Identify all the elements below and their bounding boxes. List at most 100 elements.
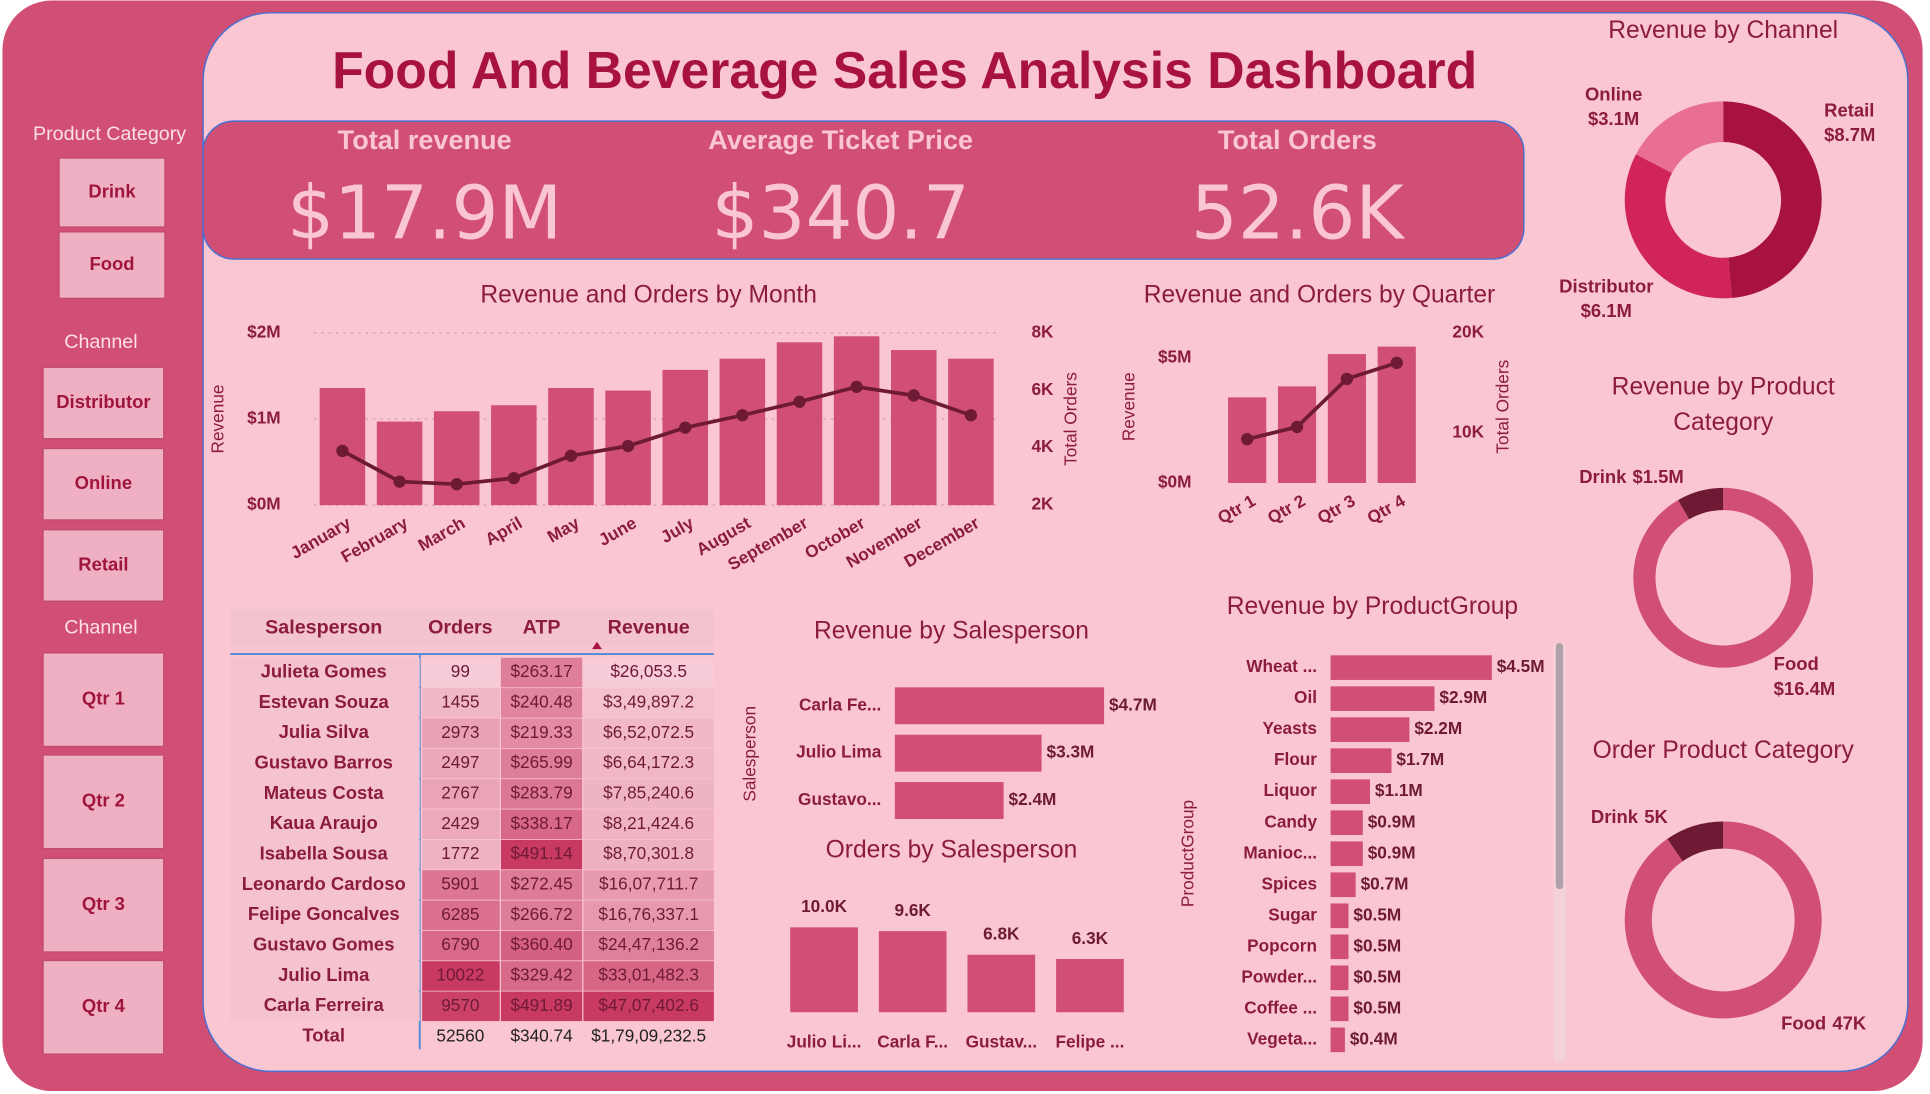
slicer-button[interactable]	[42, 652, 165, 748]
slicer-button[interactable]	[42, 857, 165, 953]
table-cell: $338.17	[510, 813, 572, 833]
data-label: $1.1M	[1375, 780, 1423, 800]
bar	[1330, 903, 1349, 929]
table-cell-bg	[500, 779, 583, 809]
slicer-title: Channel	[64, 331, 137, 353]
table-name: Julia Silva	[279, 721, 370, 742]
table-cell: $7,85,240.6	[603, 782, 694, 802]
donut-label-value: $16.4M	[1774, 678, 1836, 699]
table-header-bg	[230, 609, 714, 647]
table-cell-bg	[583, 991, 714, 1022]
slicer-button[interactable]	[58, 231, 166, 299]
kpi-label: Average Ticket Price	[708, 124, 973, 155]
chart-title: Revenue by ProductGroup	[1227, 593, 1518, 620]
donut-label-category: Drink	[1579, 466, 1627, 487]
table-cell-bg	[583, 930, 714, 961]
donut-label-value: $6.1M	[1581, 300, 1632, 321]
table-cell-bg	[583, 839, 714, 870]
slicer-button-label[interactable]: Online	[75, 472, 132, 493]
table-cell-bg	[230, 748, 420, 779]
table-cell: $283.79	[510, 782, 572, 802]
y-tick-label: Flour	[1274, 749, 1317, 769]
slicer-button-label[interactable]: Qtr 1	[82, 688, 125, 709]
x-tick-label: Felipe ...	[1055, 1032, 1124, 1052]
slicer-button[interactable]	[42, 366, 165, 440]
y-axis-title: Revenue	[1118, 372, 1138, 441]
bar	[1330, 686, 1435, 711]
table-cell-bg	[422, 991, 500, 1022]
table-cell-bg	[422, 779, 500, 809]
y-tick-label: $2M	[247, 321, 281, 341]
bar	[1377, 346, 1416, 483]
slicer-button[interactable]	[42, 959, 165, 1055]
slicer-button-label[interactable]: Qtr 3	[82, 893, 125, 914]
slicer-button-label[interactable]: Drink	[88, 180, 136, 201]
bar	[1330, 779, 1370, 805]
table-total: Total	[302, 1025, 345, 1046]
table-cell-bg	[422, 930, 500, 961]
table-cell: $219.33	[510, 722, 572, 742]
table-cell-bg	[422, 870, 500, 900]
donut-slice	[1723, 101, 1822, 298]
table-cell: $265.99	[510, 752, 572, 772]
donut-label: Food $16.4M	[1774, 653, 1836, 699]
table-cell-bg	[583, 748, 714, 779]
y2-tick-label: 8K	[1031, 321, 1054, 341]
table-cell-bg	[583, 779, 714, 809]
slicer-button-label[interactable]: Qtr 4	[82, 995, 126, 1016]
y-tick-label: $1M	[247, 408, 281, 428]
line	[1246, 361, 1398, 441]
slicer-button-label[interactable]: Retail	[78, 553, 128, 574]
data-label: 10.0K	[801, 896, 848, 916]
table-cell-bg	[500, 839, 583, 870]
bar	[1330, 810, 1363, 836]
y-tick-label: Coffee ...	[1244, 997, 1317, 1017]
donut-label: Distributor $6.1M	[1559, 275, 1653, 321]
table-total: $340.74	[510, 1025, 573, 1045]
table-cell-bg	[500, 930, 583, 961]
table-cell-bg	[583, 718, 714, 749]
bar	[1330, 872, 1356, 898]
line-point	[1340, 372, 1354, 386]
y-tick-label: Popcorn	[1247, 935, 1317, 955]
bar	[967, 954, 1036, 1013]
table-cell: $8,70,301.8	[603, 843, 694, 863]
bar	[1330, 965, 1349, 991]
slicer-button[interactable]	[42, 529, 165, 602]
donut-slice	[1635, 101, 1724, 174]
kpi-value: $340.7	[711, 170, 969, 256]
slicer-button[interactable]	[42, 447, 165, 521]
bar	[894, 687, 1105, 725]
donut-slice	[1624, 154, 1732, 299]
donut-label-value: 5K	[1644, 806, 1668, 827]
table-name: Leonardo Cardoso	[242, 873, 406, 894]
slicer-button-label[interactable]: Food	[89, 253, 134, 274]
table-header: Revenue	[608, 616, 690, 638]
table-cell-bg	[230, 657, 420, 688]
table-cell: 99	[451, 661, 470, 681]
slicer-button-label[interactable]: Distributor	[56, 391, 150, 412]
kpi-value: 52.6K	[1191, 170, 1405, 256]
table-total: $1,79,09,232.5	[591, 1025, 706, 1045]
table-cell-bg	[583, 688, 714, 718]
table-name: Gustavo Barros	[254, 751, 392, 772]
slicer-button-label[interactable]: Qtr 2	[82, 790, 125, 811]
table-cell-bg	[422, 688, 500, 718]
y-tick-label: Vegeta...	[1247, 1028, 1317, 1048]
table-cell: 2429	[441, 813, 479, 833]
slicer-button[interactable]	[58, 157, 166, 228]
slicer-button[interactable]	[42, 754, 165, 850]
table-cell-bg	[230, 718, 420, 749]
table-name: Isabella Sousa	[260, 842, 389, 863]
bar	[878, 931, 947, 1013]
donut-label-category: Retail	[1824, 99, 1874, 120]
line-point	[1290, 420, 1304, 434]
scroll-thumb[interactable]	[1555, 643, 1564, 890]
table-cell-bg	[422, 748, 500, 779]
donut-label: Drink 5K	[1591, 806, 1669, 827]
table-name: Mateus Costa	[264, 782, 385, 803]
bar	[894, 734, 1042, 772]
table-cell: 2497	[441, 752, 479, 772]
data-label: $0.9M	[1368, 842, 1416, 862]
